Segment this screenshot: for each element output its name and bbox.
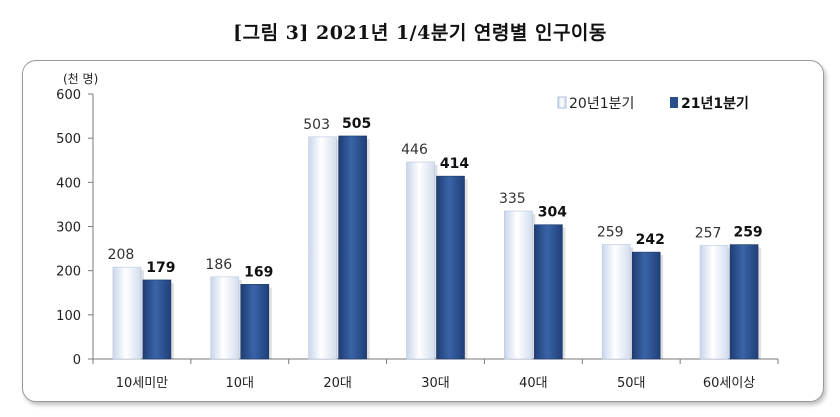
y-tick-label: 0 [73,353,81,368]
data-label-21q1: 414 [440,156,469,172]
data-label-21q1: 259 [733,225,762,241]
bar-20q1 [112,266,142,360]
data-label-20q1: 257 [695,225,722,241]
chart-title: [그림 3] 2021년 1/4분기 연령별 인구이동 [233,22,607,44]
data-label-21q1: 242 [636,232,665,248]
x-category-label: 10세미만 [116,376,168,391]
data-label-20q1: 259 [597,225,624,241]
y-tick-label: 100 [56,309,81,324]
data-label-21q1: 169 [244,264,273,280]
bar-21q1 [631,251,661,360]
bar-20q1 [308,136,337,360]
bar-20q1 [699,245,729,360]
y-tick-label: 300 [56,221,81,236]
y-tick-label: 500 [56,132,81,147]
bar-21q1 [338,135,367,360]
x-category-label: 10대 [226,376,255,391]
bar-21q1 [142,279,172,360]
y-tick-label: 200 [56,265,81,280]
bar-20q1 [210,276,240,360]
legend-label-21q1: 21년1분기 [681,96,749,112]
data-label-20q1: 186 [205,257,232,273]
data-label-21q1: 505 [342,116,371,132]
chart-plot: 0 100 200 300 400 500 600 (천 명) 10세미만 10대 20대 30대 40… [56,71,779,391]
x-category-label: 50대 [617,376,646,391]
bar-21q1 [534,224,563,360]
legend-swatch-21q1 [670,97,678,108]
bar-20q1 [601,244,631,360]
legend-swatch-20q1 [557,96,567,109]
data-label-20q1: 335 [499,191,526,207]
data-label-20q1: 503 [303,117,330,133]
bar-21q1 [729,244,759,360]
y-tick-label: 400 [56,176,81,191]
data-label-20q1: 446 [401,142,428,158]
bar-21q1 [436,175,465,360]
bar-21q1 [240,284,270,360]
data-label-20q1: 208 [108,247,135,263]
chart-frame: 0 100 200 300 400 500 600 (천 명) 10세미만 10대 20대 30대 40… [22,60,824,402]
x-category-label: 20대 [323,376,352,391]
y-tick-label: 600 [56,88,81,103]
y-unit-label: (천 명) [63,71,98,86]
legend-label-20q1: 20년1분기 [569,96,634,112]
data-label-21q1: 179 [146,260,175,276]
x-category-label: 30대 [421,376,450,391]
bar-20q1 [504,210,533,360]
x-category-label: 40대 [519,376,548,391]
bar-20q1 [406,161,435,360]
data-label-21q1: 304 [538,205,567,221]
x-category-label: 60세이상 [703,376,755,391]
